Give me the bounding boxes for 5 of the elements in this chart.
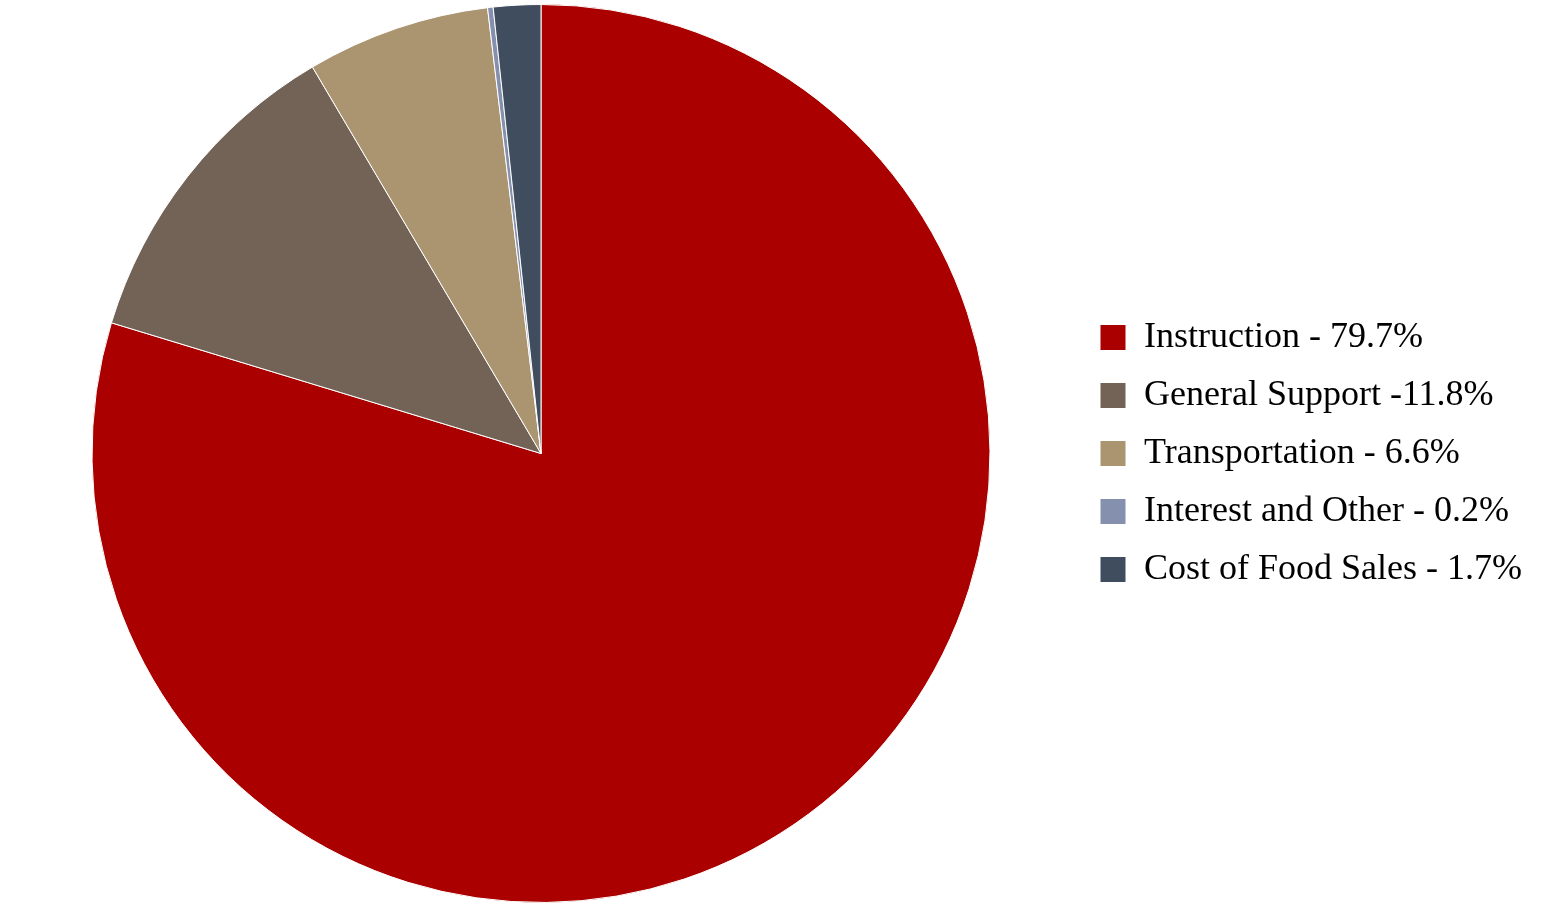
- legend-label: Transportation - 6.6%: [1144, 430, 1460, 471]
- legend-label: Instruction - 79.7%: [1144, 314, 1423, 355]
- legend-label: Interest and Other - 0.2%: [1144, 488, 1509, 529]
- legend-label: General Support -11.8%: [1144, 372, 1494, 413]
- legend-label: Cost of Food Sales - 1.7%: [1144, 546, 1522, 587]
